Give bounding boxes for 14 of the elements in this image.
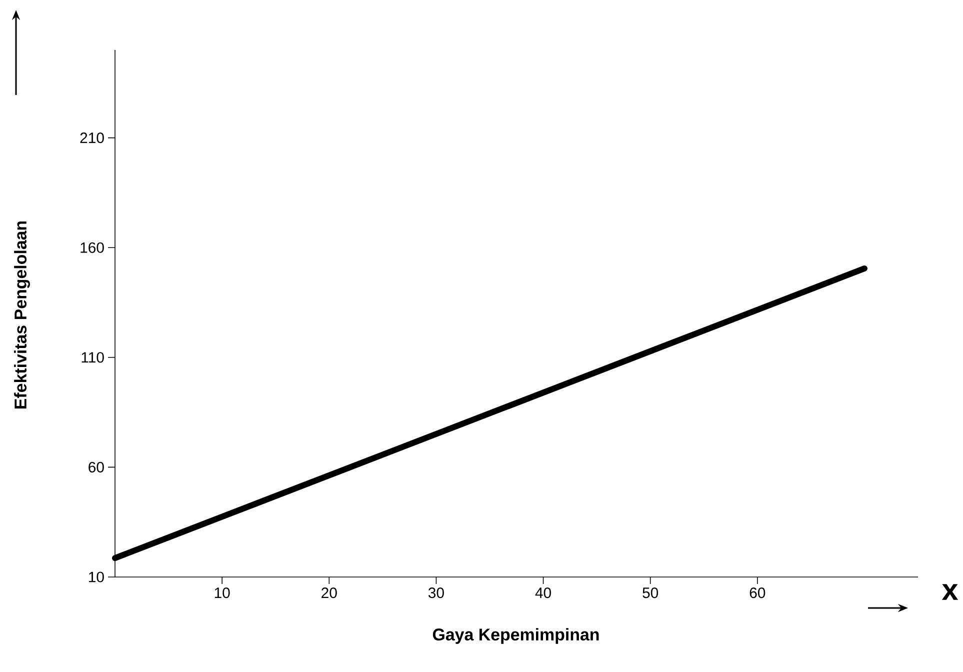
- x-tick-label: 40: [535, 588, 551, 598]
- x-tick-label: 50: [642, 588, 658, 598]
- x-axis-title: Gaya Kepemimpinan: [432, 628, 599, 644]
- text: x: [942, 584, 958, 600]
- x-tick-label: 30: [428, 588, 444, 598]
- x-tick-label: 60: [750, 588, 766, 598]
- y-tick-label: 110: [82, 352, 104, 363]
- y-tick-label: 60: [88, 462, 104, 472]
- y-axis-title: Efektivitas Pengelolaan: [14, 221, 30, 408]
- x-tick-label: 20: [322, 588, 337, 598]
- y-tick-label: 10: [89, 572, 104, 582]
- x-tick-label: 10: [214, 588, 230, 598]
- y-tick-label: 210: [80, 132, 104, 144]
- y-tick-label: 160: [80, 242, 104, 253]
